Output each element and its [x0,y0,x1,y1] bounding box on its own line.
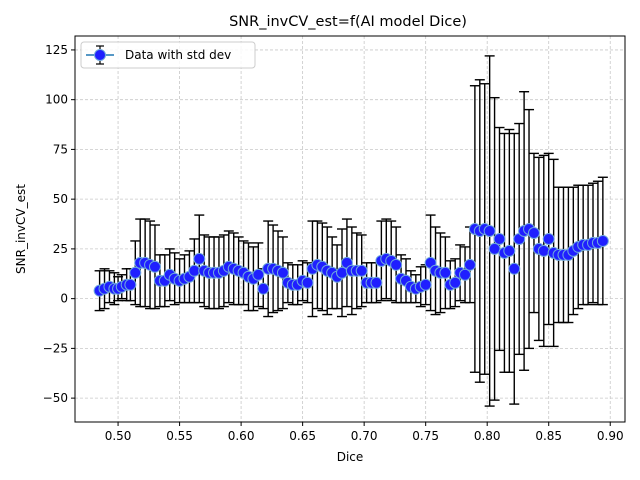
data-point [124,278,137,291]
data-point [459,268,472,281]
data-point [193,252,206,265]
y-tick-label: 75 [53,142,68,156]
data-point [542,232,555,245]
grid [75,36,625,422]
x-tick-label: 0.50 [105,429,132,443]
data-point [276,266,289,279]
data-point [439,266,452,279]
data-point [257,282,270,295]
data-point [493,232,506,245]
legend: Data with std dev [80,41,256,69]
y-tick-label: 125 [45,43,68,57]
data-point [508,262,521,275]
y-tick-label: 25 [53,242,68,256]
y-axis-label: SNR_invCV_est [14,184,28,274]
legend-marker-icon [94,49,106,61]
data-point [370,276,383,289]
data-point [463,258,476,271]
y-tick-label: 50 [53,192,68,206]
data-point [148,260,161,273]
y-tick-label: 100 [45,93,68,107]
data-point [483,224,496,237]
data-point [596,234,609,247]
x-tick-label: 0.55 [166,429,193,443]
legend-label: Data with std dev [125,48,231,62]
data-point [503,244,516,257]
data-point [419,278,432,291]
data-points [93,223,609,297]
chart-title: SNR_invCV_est=f(AI model Dice) [229,14,467,30]
x-tick-label: 0.75 [412,429,439,443]
x-tick-label: 0.80 [474,429,501,443]
y-tick-label: −50 [43,391,68,405]
x-axis-ticks: 0.50 0.55 0.60 0.65 0.70 0.75 0.80 0.85 0.90 [105,422,624,443]
x-tick-label: 0.60 [228,429,255,443]
x-axis-label: Dice [337,450,364,464]
data-point [355,264,368,277]
y-axis-ticks: −50 −25 0 25 50 75 100 125 [43,43,75,405]
y-tick-label: −25 [43,341,68,355]
x-tick-label: 0.85 [535,429,562,443]
legend-box [80,41,256,69]
y-tick-label: 0 [60,292,68,306]
data-point [252,268,265,281]
plot-frame [74,35,626,423]
x-tick-label: 0.90 [597,429,624,443]
data-point [390,258,403,271]
data-point [537,244,550,257]
data-point [129,266,142,279]
data-point [336,266,349,279]
data-point [527,226,540,239]
data-point [301,276,314,289]
x-tick-label: 0.70 [351,429,378,443]
x-tick-label: 0.65 [289,429,316,443]
data-point [449,276,462,289]
